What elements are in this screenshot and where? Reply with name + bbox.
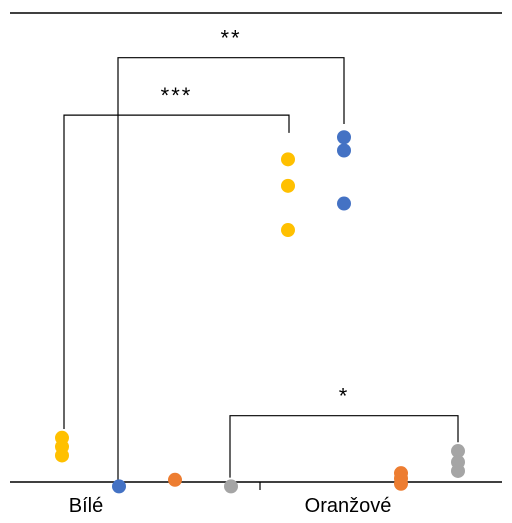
data-point	[394, 476, 408, 491]
x-axis: Bílé Oranžové	[10, 481, 502, 517]
data-point	[281, 223, 295, 238]
data-point	[451, 444, 465, 459]
series-group	[55, 152, 295, 463]
significance-bracket: **	[117, 26, 345, 487]
data-point	[337, 130, 351, 145]
significance-brackets: ******	[63, 26, 459, 487]
series-group	[168, 466, 408, 491]
significance-label: ***	[161, 83, 193, 108]
significance-bracket-line	[117, 57, 345, 487]
data-point	[451, 463, 465, 478]
data-points	[55, 130, 465, 494]
x-tick-label: Oranžové	[305, 495, 392, 517]
significance-label: **	[220, 26, 241, 51]
significance-bracket-line	[229, 415, 459, 478]
data-point	[337, 196, 351, 211]
data-point	[281, 178, 295, 193]
series-group	[224, 444, 465, 494]
significance-bracket: ***	[63, 83, 290, 429]
data-point	[55, 448, 69, 463]
significance-label: *	[339, 384, 350, 409]
data-point	[112, 479, 126, 494]
data-point	[224, 479, 238, 494]
x-tick-label: Bílé	[69, 495, 103, 517]
data-point	[281, 152, 295, 167]
series-group	[112, 130, 351, 494]
significance-bracket: *	[229, 384, 459, 478]
data-point	[168, 472, 182, 487]
data-point	[337, 143, 351, 158]
significance-bracket-line	[63, 114, 290, 429]
